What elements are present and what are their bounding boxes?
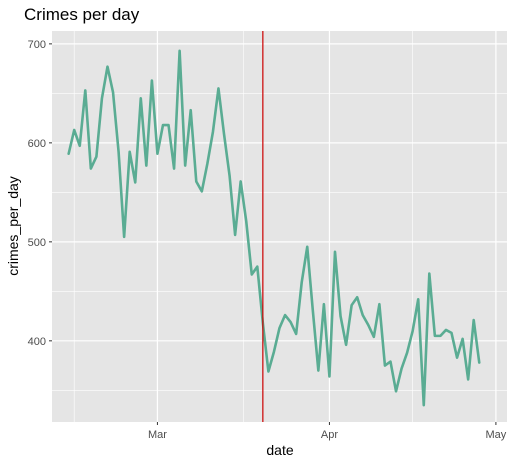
data-point — [201, 190, 204, 193]
y-axis: 400 500 600 700 — [28, 39, 52, 348]
x-axis-title: date — [266, 442, 293, 458]
x-tick-label: Apr — [321, 429, 338, 441]
data-point — [289, 321, 292, 324]
data-point — [234, 234, 237, 237]
data-point — [467, 378, 470, 381]
data-point — [478, 361, 481, 364]
data-point — [267, 370, 270, 373]
data-point — [434, 335, 437, 338]
data-point — [472, 319, 475, 322]
data-point — [361, 314, 364, 317]
data-point — [422, 404, 425, 407]
data-point — [428, 272, 431, 275]
data-point — [439, 335, 442, 338]
data-point — [406, 351, 409, 354]
data-point — [228, 174, 231, 177]
data-point — [417, 298, 420, 301]
data-point — [162, 124, 165, 127]
data-point — [339, 315, 342, 318]
data-point — [151, 79, 154, 82]
data-point — [373, 336, 376, 339]
data-point — [178, 50, 181, 53]
data-point — [300, 281, 303, 284]
data-point — [328, 375, 331, 378]
data-point — [134, 181, 137, 184]
data-point — [195, 180, 198, 183]
y-tick-label: 400 — [28, 336, 46, 348]
data-point — [334, 250, 337, 253]
data-point — [284, 314, 287, 317]
x-tick-label: Mar — [148, 429, 167, 441]
data-point — [273, 350, 276, 353]
data-point — [389, 360, 392, 363]
series-line — [67, 49, 481, 407]
data-point — [445, 329, 448, 332]
y-axis-title: crimes_per_day — [5, 176, 21, 276]
data-point — [173, 167, 176, 170]
data-point — [295, 333, 298, 336]
data-point — [90, 167, 93, 170]
data-point — [395, 390, 398, 393]
data-point — [461, 338, 464, 341]
data-point — [384, 364, 387, 367]
data-point — [128, 150, 131, 153]
data-point — [356, 296, 359, 299]
data-point — [139, 97, 142, 100]
data-point — [212, 131, 215, 134]
data-point — [367, 324, 370, 327]
data-point — [256, 265, 259, 268]
data-point — [223, 133, 226, 136]
data-point — [278, 327, 281, 330]
data-point — [245, 220, 248, 223]
data-point — [73, 129, 76, 132]
data-point — [350, 304, 353, 307]
data-point — [123, 236, 126, 239]
data-point — [217, 87, 220, 90]
data-point — [156, 152, 159, 155]
y-tick-label: 700 — [28, 39, 46, 51]
x-axis: Mar Apr May — [148, 422, 507, 441]
data-point — [167, 124, 170, 127]
data-point — [206, 162, 209, 165]
data-point — [84, 89, 87, 92]
y-tick-label: 500 — [28, 237, 46, 249]
data-point — [189, 109, 192, 112]
data-point — [250, 273, 253, 276]
data-point — [67, 152, 70, 155]
plot-panel — [52, 31, 507, 422]
data-point — [456, 356, 459, 359]
data-point — [239, 180, 242, 183]
data-point — [184, 164, 187, 167]
data-point — [145, 164, 148, 167]
data-point — [306, 245, 309, 248]
data-point — [106, 65, 109, 68]
data-point — [317, 369, 320, 372]
data-point — [117, 150, 120, 153]
data-point — [411, 330, 414, 333]
data-point — [112, 91, 115, 94]
data-point — [95, 155, 98, 158]
x-tick-label: May — [486, 429, 507, 441]
data-point — [450, 332, 453, 335]
chart-title: Crimes per day — [24, 5, 140, 24]
data-point — [378, 303, 381, 306]
data-point — [323, 303, 326, 306]
data-point — [400, 367, 403, 370]
data-point — [101, 97, 104, 100]
data-point — [345, 343, 348, 346]
y-tick-label: 600 — [28, 138, 46, 150]
data-point — [311, 309, 314, 312]
data-point — [78, 145, 81, 148]
